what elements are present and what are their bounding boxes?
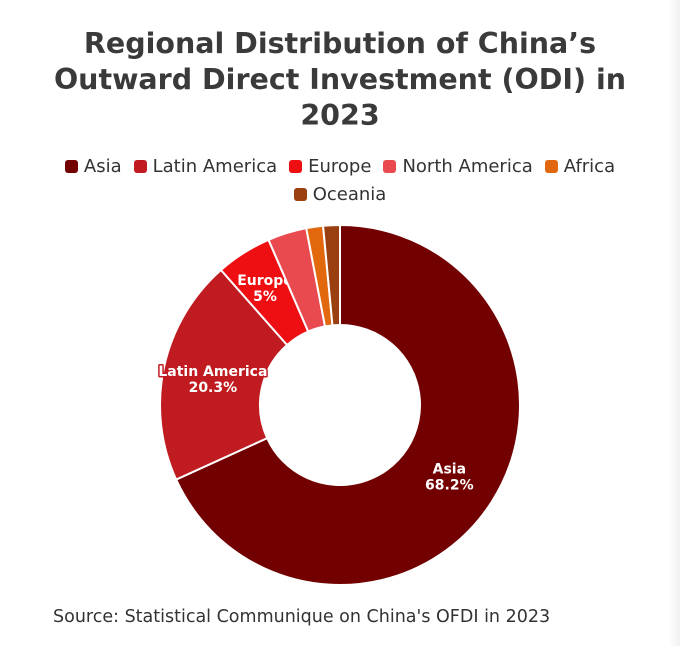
legend-item-europe: Europe: [289, 155, 371, 177]
legend-swatch-europe: [289, 159, 303, 173]
slice-label-europe: Europe 5%: [237, 273, 293, 305]
legend-label-europe: Europe: [308, 155, 372, 177]
legend-item-latin-america: Latin America: [133, 155, 278, 177]
legend-item-oceania: Oceania: [293, 183, 387, 205]
slice-asia: [174, 223, 521, 586]
legend-item-africa: Africa: [544, 155, 616, 177]
chart-legend: Asia Latin America Europe North America Afri…: [30, 155, 650, 205]
legend-swatch-north-america: [383, 159, 397, 173]
right-edge-shade: [668, 0, 680, 646]
source-note: Source: Statistical Communique on China'…: [53, 607, 551, 627]
legend-label-north-america: North America: [402, 155, 533, 177]
slice-label-asia: Asia 68.2%: [425, 461, 474, 493]
legend-label-oceania: Oceania: [312, 183, 387, 205]
legend-item-north-america: North America: [383, 155, 533, 177]
legend-swatch-latin-america: [133, 159, 147, 173]
slice-oceania: [321, 223, 341, 327]
chart-title: Regional Distribution of China’s Outward…: [53, 27, 627, 132]
legend-swatch-africa: [544, 159, 558, 173]
slice-label-latin-america: Latin America 20.3%: [158, 364, 267, 396]
legend-item-asia: Asia: [64, 155, 122, 177]
legend-swatch-oceania: [293, 187, 307, 201]
legend-label-asia: Asia: [83, 155, 122, 177]
legend-label-africa: Africa: [563, 155, 616, 177]
legend-label-latin-america: Latin America: [152, 155, 278, 177]
slice-latin-america: [159, 268, 289, 481]
legend-swatch-asia: [64, 159, 78, 173]
